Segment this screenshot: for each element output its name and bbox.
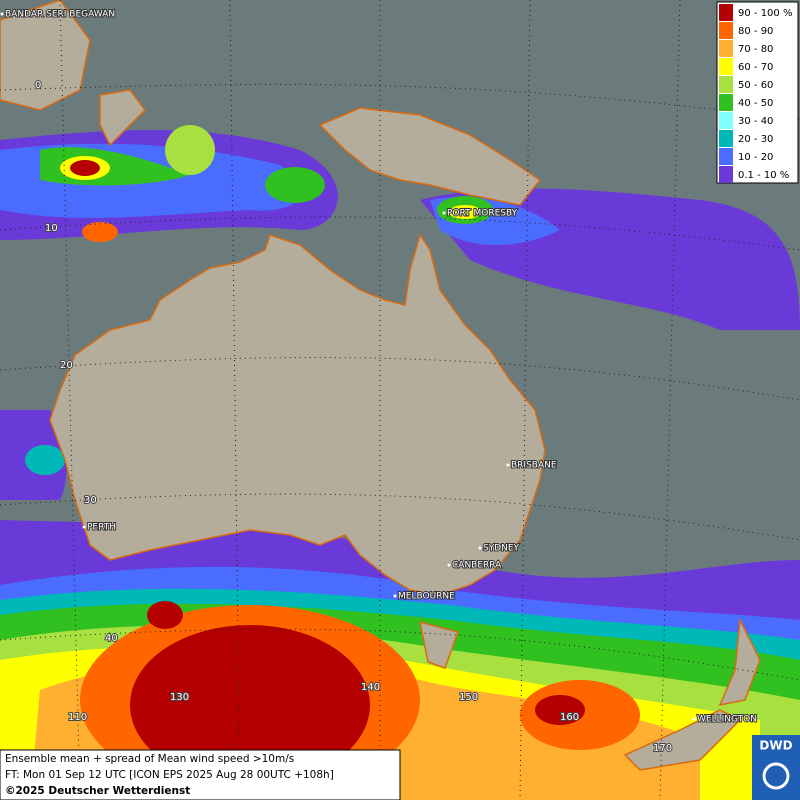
- place-dot: [692, 717, 696, 721]
- legend-label: 30 - 40: [738, 116, 773, 127]
- logo-icon: [762, 762, 790, 790]
- footer-line: ©2025 Deutscher Wetterdienst: [5, 785, 190, 797]
- tasmania: [419, 620, 459, 669]
- footer-line: FT: Mon 01 Sep 12 UTC [ICON EPS 2025 Aug…: [5, 769, 334, 781]
- grid-label: 30: [84, 495, 97, 506]
- place-label: PERTH: [87, 523, 116, 533]
- legend-label: 20 - 30: [738, 134, 773, 145]
- borneo: [0, 0, 91, 111]
- legend-swatch: [719, 148, 733, 165]
- grid-label: 0: [35, 80, 41, 91]
- grid-label: 160: [560, 712, 579, 723]
- grid-label: 150: [459, 692, 478, 703]
- grid-label: 110: [68, 712, 87, 723]
- logo-text: DWD: [759, 739, 792, 753]
- new-guinea: [318, 107, 542, 206]
- legend-swatch: [719, 130, 733, 147]
- wind-field: [0, 125, 800, 800]
- grid-label: 40: [105, 633, 118, 644]
- place-label: BANDAR SERI BEGAWAN: [5, 10, 115, 20]
- grid-label: 20: [60, 360, 73, 371]
- legend-swatch: [719, 22, 733, 39]
- legend-swatch: [719, 76, 733, 93]
- legend-label: 0.1 - 10 %: [738, 170, 789, 181]
- place-dot: [82, 525, 86, 529]
- place-label: WELLINGTON: [697, 715, 757, 725]
- new-zealand-south: [623, 709, 742, 771]
- place-label: MELBOURNE: [398, 592, 455, 602]
- legend-swatch: [719, 94, 733, 111]
- legend-swatch: [719, 58, 733, 75]
- footer-box: [0, 749, 401, 801]
- place-label: PORT MORESBY: [447, 209, 518, 219]
- place-dot: [0, 12, 4, 16]
- australia: [49, 233, 546, 596]
- legend-label: 40 - 50: [738, 98, 773, 109]
- legend-label: 10 - 20: [738, 152, 773, 163]
- place-dot: [447, 563, 451, 567]
- place-label: CANBERRA: [452, 561, 502, 571]
- sulawesi: [99, 89, 146, 147]
- place-label: SYDNEY: [483, 544, 520, 554]
- legend-swatch: [719, 40, 733, 57]
- new-zealand-north: [718, 617, 761, 707]
- legend-swatch: [719, 4, 733, 21]
- grid-label: 170: [653, 743, 672, 754]
- place-dot: [442, 211, 446, 215]
- place-label: BRISBANE: [511, 461, 557, 471]
- grid-label: 130: [170, 692, 189, 703]
- legend-label: 80 - 90: [738, 26, 773, 37]
- land: [0, 0, 761, 771]
- legend-label: 90 - 100 %: [738, 8, 792, 19]
- legend-label: 70 - 80: [738, 44, 773, 55]
- legend-label: 50 - 60: [738, 80, 773, 91]
- legend-label: 60 - 70: [738, 62, 773, 73]
- legend-swatch: [719, 166, 733, 183]
- place-dot: [393, 594, 397, 598]
- footer-line: Ensemble mean + spread of Mean wind spee…: [5, 753, 294, 765]
- legend-swatch: [719, 112, 733, 129]
- place-dot: [506, 463, 510, 467]
- grid-label: 140: [361, 682, 380, 693]
- place-dot: [478, 546, 482, 550]
- grid-label: 10: [45, 223, 58, 234]
